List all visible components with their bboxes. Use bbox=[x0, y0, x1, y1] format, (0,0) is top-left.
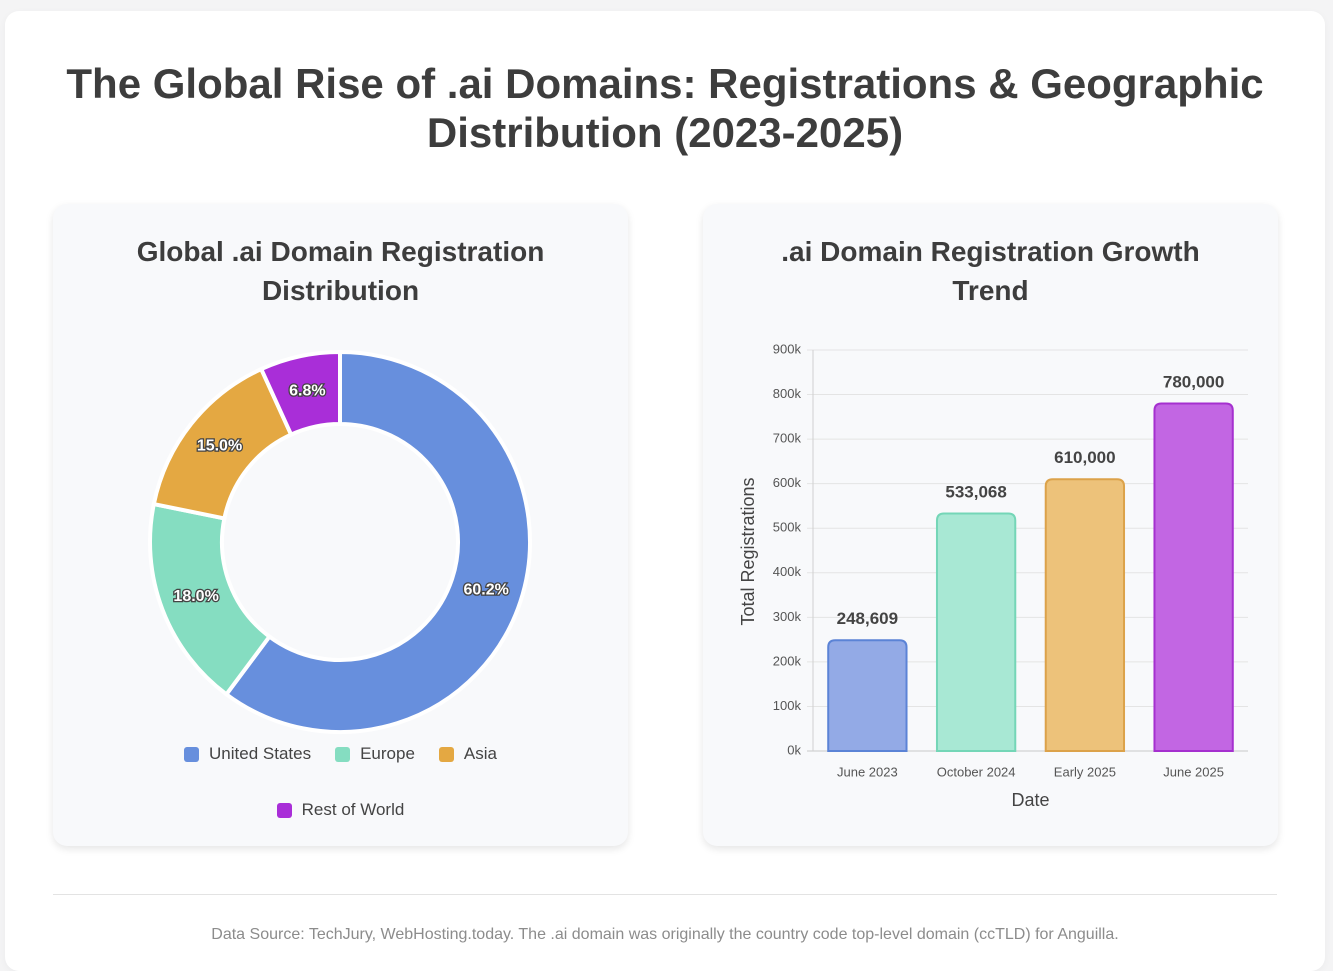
donut-slice-rest-of-world[interactable] bbox=[258, 349, 342, 438]
y-tick-label: 100k bbox=[773, 698, 802, 713]
growth-bar-chart: 0k 100k 200k 300k 400k 500k 600k 700k 800k 900k 24… bbox=[738, 341, 1248, 810]
y-axis-title: Total Registrations bbox=[738, 477, 758, 625]
growth-card: .ai Domain Registration Growth Trend 0k 1… bbox=[703, 204, 1278, 846]
x-tick-label-june-2023: June 2023 bbox=[837, 764, 898, 779]
distribution-donut-chart: 60.2% 18.0% 15.0% 6.8% bbox=[148, 349, 532, 734]
bar-early-2025[interactable] bbox=[1044, 478, 1126, 752]
legend-item-rest-of-world[interactable]: Rest of World bbox=[276, 800, 405, 820]
distribution-chart-title: Global .ai Domain Registration Distribut… bbox=[136, 236, 545, 306]
distribution-legend: United States Europe Asia Rest of World bbox=[113, 744, 568, 820]
x-tick-label-early-2025: Early 2025 bbox=[1054, 764, 1116, 779]
legend-swatch-asia bbox=[438, 746, 454, 762]
y-tick-label: 700k bbox=[773, 431, 802, 446]
y-tick-label: 600k bbox=[773, 475, 802, 490]
legend-label-united-states: United States bbox=[209, 744, 312, 763]
donut-slice-label-rest-of-world: 6.8% bbox=[289, 383, 325, 400]
donut-slice-label-europe: 18.0% bbox=[173, 588, 218, 605]
distribution-card: Global .ai Domain Registration Distribut… bbox=[53, 204, 628, 846]
y-tick-label: 500k bbox=[773, 520, 802, 535]
x-tick-label-june-2025: June 2025 bbox=[1163, 764, 1224, 779]
growth-chart-title: .ai Domain Registration Growth Trend bbox=[781, 236, 1200, 306]
legend-swatch-rest-of-world bbox=[276, 802, 292, 818]
bar-value-label-early-2025: 610,000 bbox=[1054, 448, 1115, 467]
data-source-note: Data Source: TechJury, WebHosting.today.… bbox=[211, 926, 1119, 943]
x-tick-label-october-2024: October 2024 bbox=[937, 764, 1016, 779]
legend-label-asia: Asia bbox=[463, 744, 497, 763]
y-tick-label: 200k bbox=[773, 653, 802, 668]
bar-value-label-june-2023: 248,609 bbox=[837, 609, 898, 628]
y-tick-label: 300k bbox=[773, 609, 802, 624]
donut-slice-label-united-states: 60.2% bbox=[463, 582, 508, 599]
y-tick-label: 0k bbox=[787, 742, 801, 757]
x-axis-title: Date bbox=[1011, 790, 1049, 810]
y-tick-label: 400k bbox=[773, 564, 802, 579]
bar-october-2024[interactable] bbox=[935, 512, 1017, 752]
legend-swatch-united-states bbox=[184, 746, 200, 762]
donut-slice-label-asia: 15.0% bbox=[197, 437, 242, 454]
page-title: The Global Rise of .ai Domains: Registra… bbox=[66, 60, 1264, 156]
y-tick-label: 900k bbox=[773, 341, 802, 356]
legend-label-rest-of-world: Rest of World bbox=[301, 800, 405, 819]
page: The Global Rise of .ai Domains: Registra… bbox=[5, 11, 1325, 971]
bar-june-2023[interactable] bbox=[827, 639, 908, 752]
bar-june-2025[interactable] bbox=[1153, 402, 1234, 752]
legend-item-united-states[interactable]: United States bbox=[184, 744, 311, 764]
legend-item-europe[interactable]: Europe bbox=[335, 744, 415, 764]
bar-value-label-october-2024: 533,068 bbox=[945, 482, 1006, 501]
bar-value-label-june-2025: 780,000 bbox=[1163, 372, 1224, 391]
legend-swatch-europe bbox=[335, 746, 351, 762]
footer-divider bbox=[53, 894, 1277, 895]
legend-item-asia[interactable]: Asia bbox=[438, 744, 497, 764]
y-tick-label: 800k bbox=[773, 386, 802, 401]
donut-slice-united-states[interactable] bbox=[223, 349, 532, 734]
legend-label-europe: Europe bbox=[360, 744, 415, 763]
